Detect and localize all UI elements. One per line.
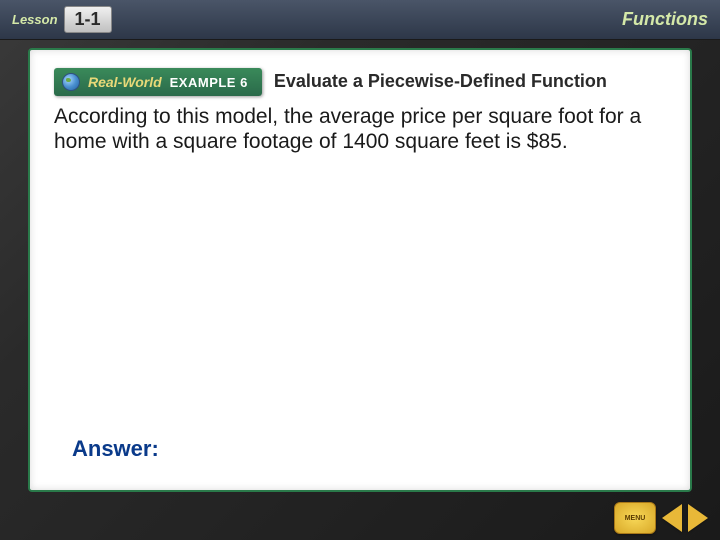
lesson-number: 1-1: [64, 6, 112, 33]
header-bar: Lesson 1-1 Functions: [0, 0, 720, 40]
menu-button[interactable]: MENU: [614, 502, 656, 534]
content-area: Real-World EXAMPLE 6 Evaluate a Piecewis…: [28, 48, 692, 492]
example-header: Real-World EXAMPLE 6 Evaluate a Piecewis…: [54, 68, 666, 96]
next-arrow-icon[interactable]: [688, 504, 708, 532]
menu-label: MENU: [625, 515, 646, 522]
example-badge: Real-World EXAMPLE 6: [54, 68, 262, 96]
footer-nav: MENU: [614, 502, 708, 534]
example-title: Evaluate a Piecewise-Defined Function: [274, 71, 666, 93]
globe-icon: [62, 73, 80, 91]
chapter-title: Functions: [622, 9, 708, 30]
lesson-badge: Lesson 1-1: [12, 6, 112, 33]
example-number-label: EXAMPLE 6: [170, 75, 248, 90]
slide-container: Lesson 1-1 Functions Real-World EXAMPLE …: [0, 0, 720, 540]
answer-label: Answer:: [72, 436, 159, 462]
prev-arrow-icon[interactable]: [662, 504, 682, 532]
lesson-label: Lesson: [12, 12, 58, 27]
real-world-label: Real-World: [88, 74, 162, 90]
body-text: According to this model, the average pri…: [54, 104, 666, 154]
